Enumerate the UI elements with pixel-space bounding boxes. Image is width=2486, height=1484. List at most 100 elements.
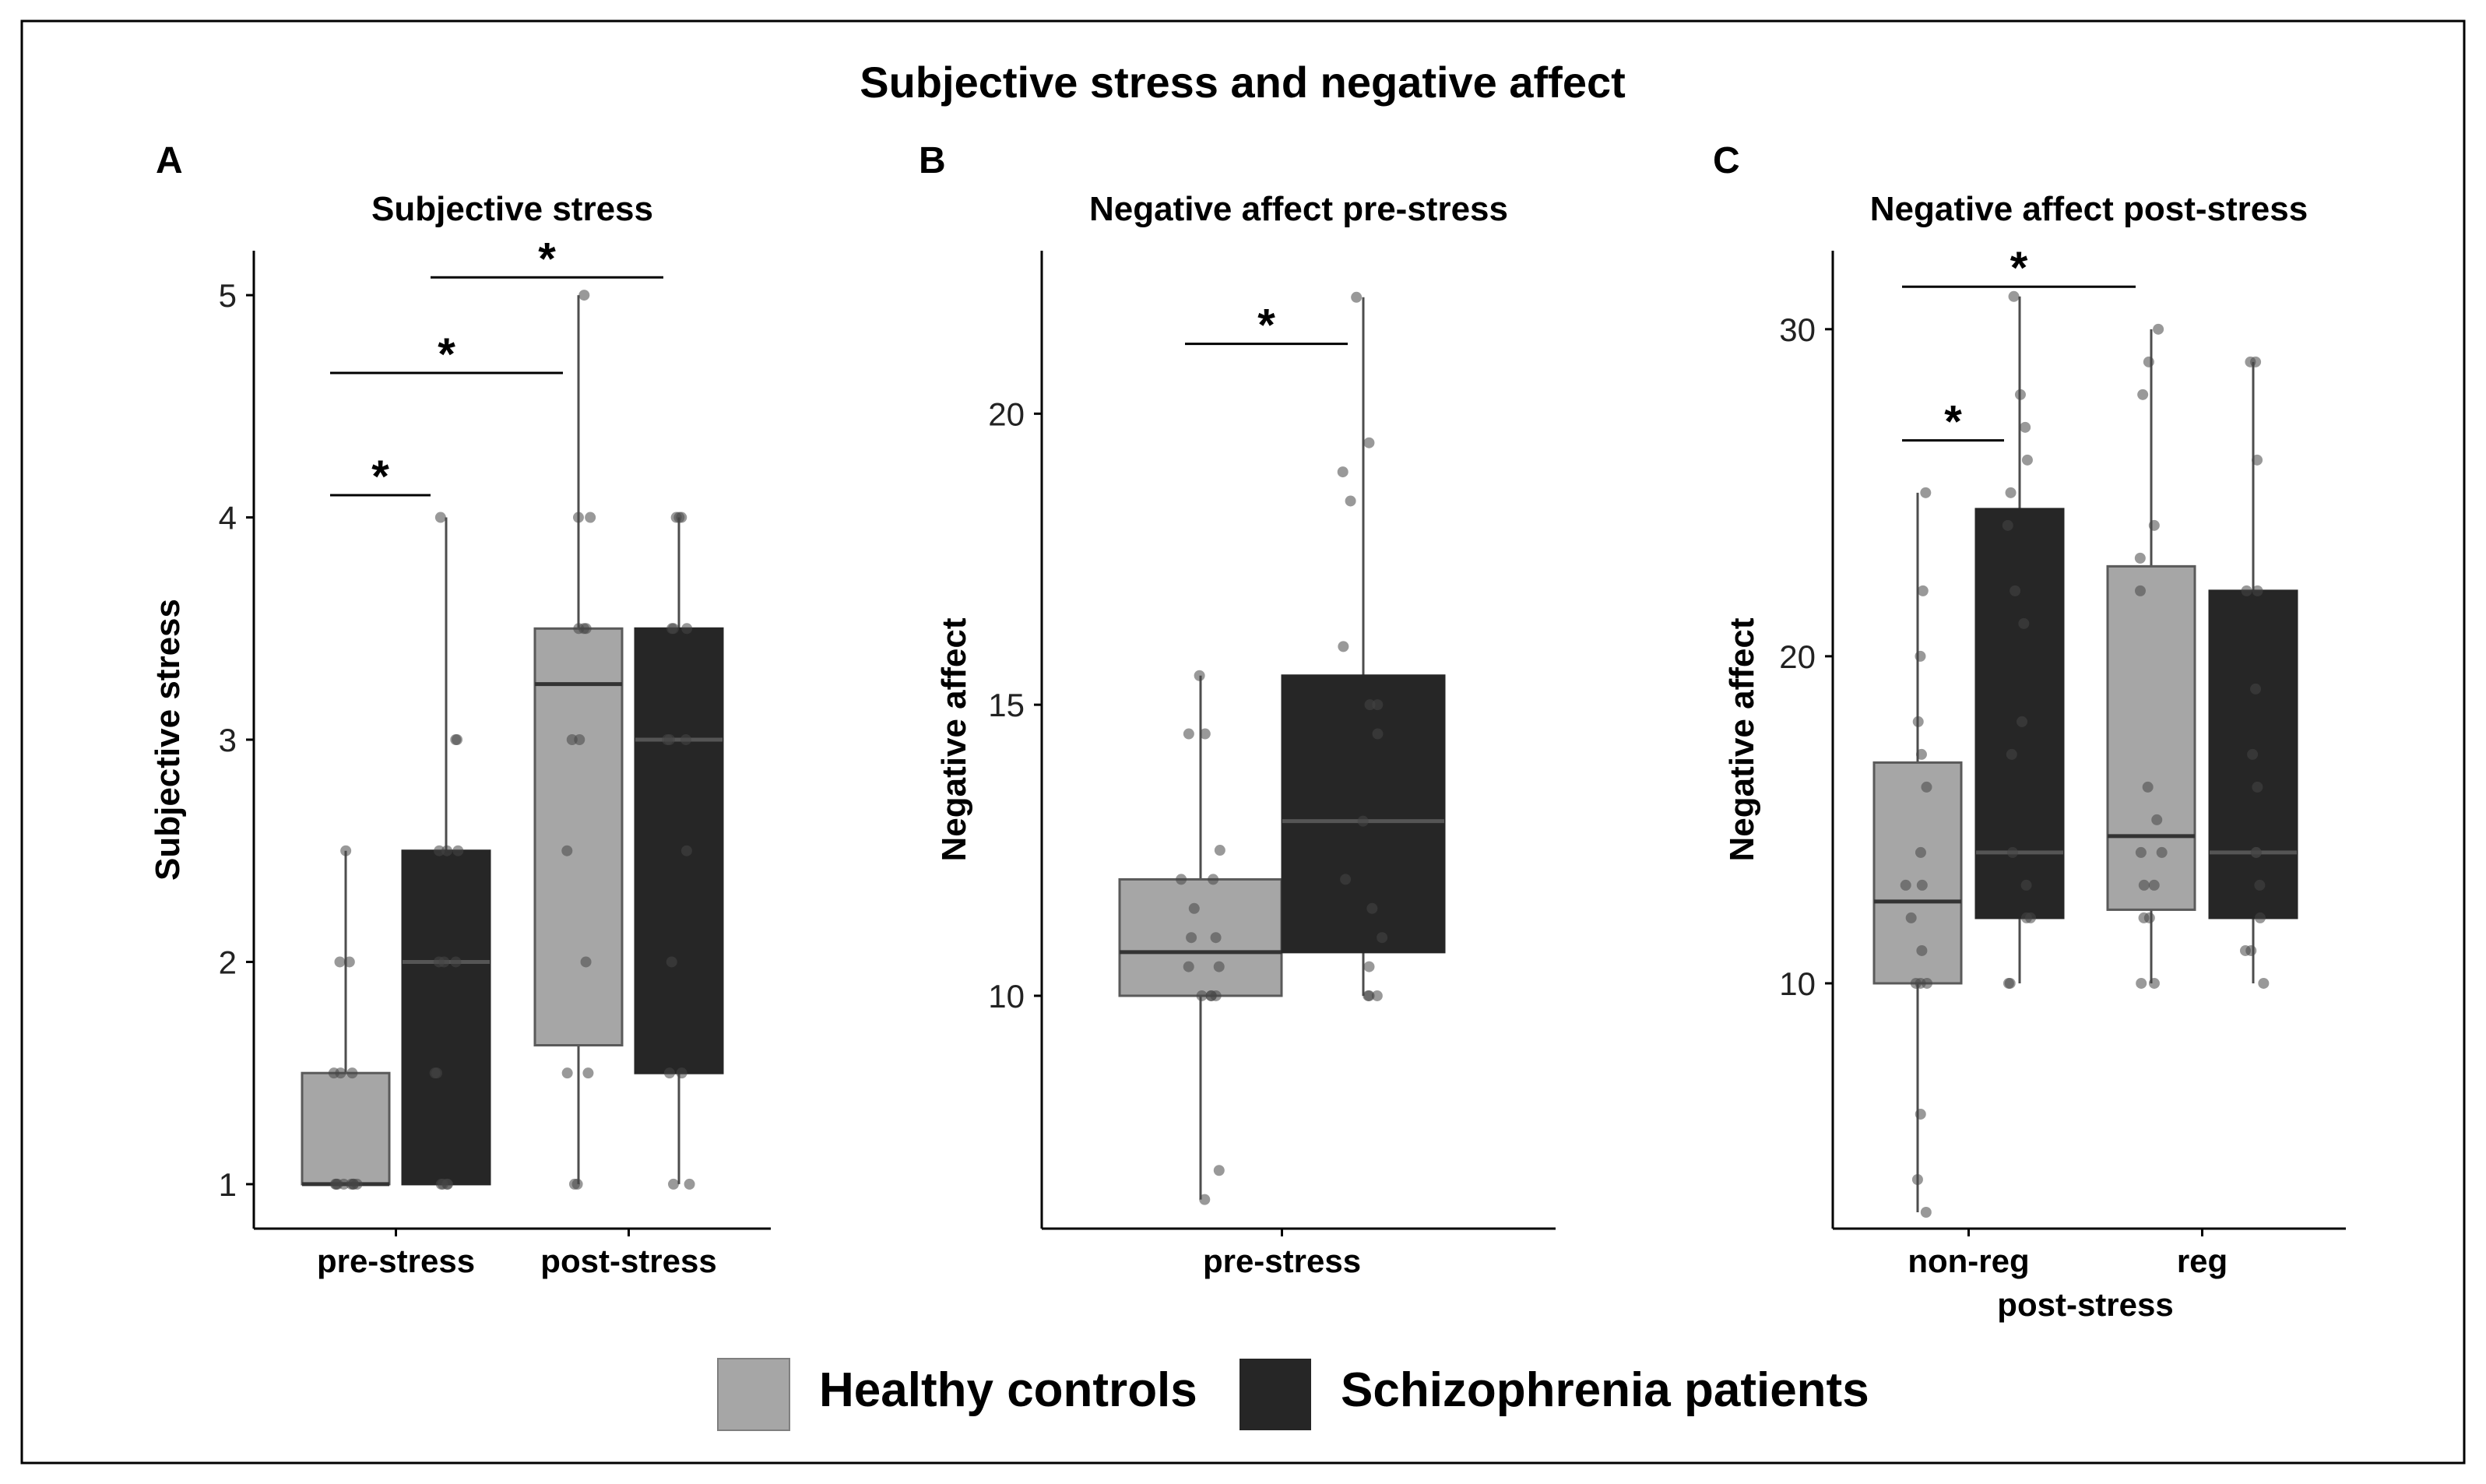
panel-a-box-post-stress-hc [533,290,624,1190]
data-point [2136,977,2147,989]
panel-b-y-tick-label: 10 [988,978,1025,1015]
data-point [681,623,693,635]
panel-a-box-pre-stress-hc [301,845,391,1190]
data-point [450,956,462,968]
data-point [578,290,590,301]
panel-a-box-post-stress-sz [634,512,724,1190]
data-point [582,1067,594,1079]
data-point [2006,748,2017,760]
data-point [1916,944,1928,956]
data-point [434,512,446,523]
panel-a-letter: A [156,140,183,181]
data-point [1900,879,1911,891]
panels: A Subjective stress Subjective stress 1 2 3 4 5… [149,140,2346,1323]
panel-b-y-axis-label: Negative affect [935,617,973,861]
panel-c-box-reg-sz [2208,356,2298,989]
data-point [2245,356,2256,367]
data-point [666,623,678,635]
data-point [2252,585,2263,596]
data-point [2020,421,2031,433]
legend-swatch-schizophrenia-patients [1239,1359,1311,1430]
data-point [2254,879,2266,891]
panel-b-letter: B [919,140,946,181]
data-point [1920,1206,1932,1218]
data-point [2247,748,2259,760]
data-point [1340,874,1352,885]
data-point [676,1067,687,1079]
data-point [2025,912,2037,923]
data-point [438,956,450,968]
data-point [2143,912,2155,923]
data-point [2020,879,2032,891]
data-point [2148,879,2160,891]
data-point [2153,323,2164,335]
data-point [334,956,346,968]
panel-c-significance-star: * [1944,397,1962,448]
data-point [2004,977,2016,989]
panel-a-y-tick-label: 2 [219,944,237,980]
box-body [2106,564,2196,911]
data-point [2006,846,2018,858]
data-point [1213,1165,1225,1176]
data-point [2010,585,2021,596]
panel-c-x-tick-label: non-reg [1908,1243,2029,1279]
data-point [1372,728,1384,740]
data-point [2148,977,2160,989]
data-point [2258,977,2270,989]
data-point [1199,1194,1211,1205]
panel-a-y-tick-label: 1 [219,1166,237,1203]
data-point [343,956,355,968]
box-body [1974,508,2065,920]
data-point [2143,356,2154,367]
data-point [2142,781,2154,793]
data-point [2252,454,2263,466]
figure-title: Subjective stress and negative affect [860,58,1626,107]
panel-b-box-pre-stress-sz [1281,291,1446,1001]
panel-a-significance-star: * [538,234,556,284]
data-point [2005,487,2017,498]
panel-a-x-tick-label: pre-stress [317,1243,475,1279]
data-point [1357,815,1369,827]
data-point [578,623,590,635]
data-point [572,512,584,523]
panel-c-x-tick-label: reg [2177,1243,2228,1279]
data-point [1915,748,1927,760]
data-point [2151,814,2163,825]
data-point [1196,990,1208,1001]
data-point [434,845,445,856]
panel-c-title: Negative affect post-stress [1870,190,2308,228]
data-point [441,845,453,856]
data-point [2241,585,2252,596]
legend: Healthy controls Schizophrenia patients [717,1358,1869,1431]
data-point [450,734,462,745]
data-point [1351,291,1363,303]
data-point [452,845,464,856]
data-point [1363,437,1375,448]
data-point [340,845,352,856]
box-body [1872,761,1963,985]
data-point [568,1178,580,1190]
data-point [1188,902,1200,914]
panel-c-y-axis-label: Negative affect [1723,617,1761,861]
box-body [2208,589,2298,920]
box-body [1281,674,1446,954]
panel-b-y-tick-label: 15 [988,687,1025,723]
data-point [2021,454,2033,466]
panel-a-box-pre-stress-sz [401,512,491,1190]
data-point [1915,650,1926,662]
data-point [1210,990,1222,1001]
data-point [1921,781,1932,793]
panel-a-x-tick-label: post-stress [540,1243,716,1279]
panel-c-y-tick-label: 30 [1779,311,1816,348]
data-point [1372,699,1384,711]
data-point [580,956,592,968]
panel-b-x-tick-label: pre-stress [1203,1243,1361,1279]
data-point [2138,879,2150,891]
data-point [1186,932,1197,944]
panel-a-y-tick-label: 3 [219,722,237,758]
data-point [1183,961,1194,972]
data-point [1214,845,1225,856]
data-point [2148,519,2160,531]
panel-b-significance-star: * [1257,301,1275,351]
